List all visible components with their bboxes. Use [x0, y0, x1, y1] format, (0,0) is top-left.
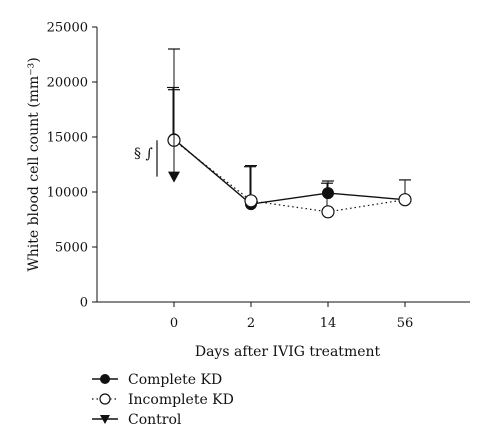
legend-marker — [100, 415, 110, 424]
legend-label: Control — [128, 412, 182, 428]
data-point — [322, 187, 334, 200]
series-complete-kd — [168, 48, 411, 211]
series-line — [173, 138, 406, 205]
legend-marker — [99, 393, 111, 405]
series-control — [168, 89, 180, 183]
data-point — [244, 194, 258, 208]
axes — [96, 27, 470, 303]
x-tick-label: 56 — [397, 316, 414, 331]
y-axis-label: White blood cell count (mm⁻³) — [26, 57, 42, 271]
y-tick-label: 0 — [80, 296, 88, 311]
y-tick-label: 25000 — [47, 21, 88, 36]
significance-annotation: § ∫ — [134, 146, 153, 162]
y-tick-label: 20000 — [47, 76, 88, 91]
x-axis-label: Days after IVIG treatment — [195, 344, 381, 360]
y-tick-label: 5000 — [55, 241, 88, 256]
series-layer — [167, 48, 412, 219]
legend-label: Complete KD — [128, 372, 222, 388]
data-point — [398, 193, 412, 207]
data-point — [321, 205, 335, 219]
y-ticks: 0 5000 10000 15000 20000 25000 — [47, 21, 97, 311]
y-tick-label: 10000 — [47, 186, 88, 201]
x-tick-label: 0 — [170, 316, 178, 331]
x-tick-label: 2 — [247, 316, 255, 331]
y-tick-label: 15000 — [47, 131, 88, 146]
data-point — [168, 171, 180, 183]
legend-item: Complete KD — [92, 372, 222, 388]
legend-label: Incomplete KD — [128, 392, 234, 408]
legend-marker — [100, 374, 110, 384]
legend-item: Control — [92, 412, 182, 428]
series-line — [173, 139, 406, 213]
x-tick-label: 14 — [320, 316, 337, 331]
x-ticks: 0 2 14 56 — [170, 302, 413, 331]
legend-item: Incomplete KD — [92, 392, 234, 408]
legend: Complete KD Incomplete KD Control — [92, 372, 234, 428]
